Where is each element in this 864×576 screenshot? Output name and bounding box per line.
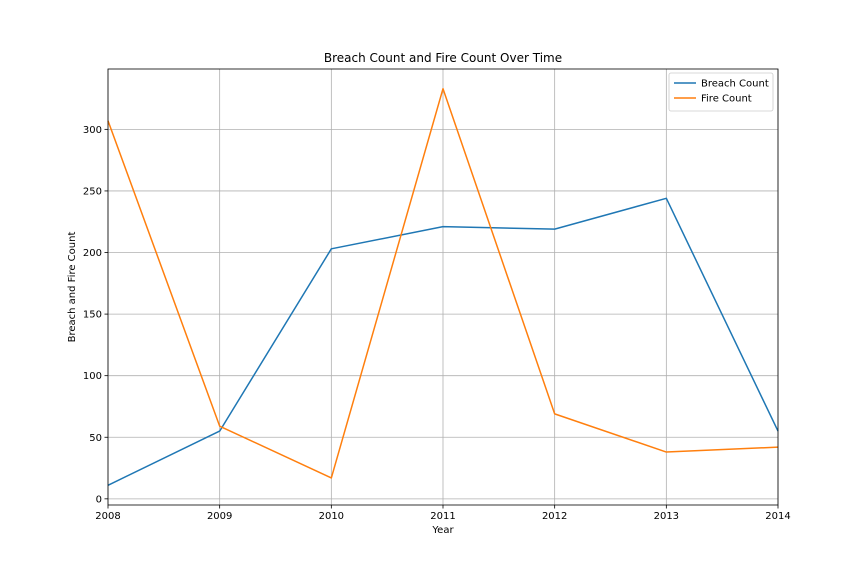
series-lines [107,87,779,486]
y-tick-label: 50 [89,433,102,444]
x-tick-label: 2008 [95,511,120,522]
grid-lines [107,69,779,505]
series-line-fire-count [107,87,779,479]
y-tick-label: 200 [83,248,102,259]
axis-ticks: 2008 2009 2010 2011 2012 2013 2014 0 50 100 150 200… [83,125,791,522]
y-tick-label: 100 [83,371,102,382]
y-tick-label: 300 [83,125,102,136]
y-tick-label: 150 [83,310,102,321]
x-tick-label: 2010 [319,511,344,522]
x-tick-label: 2011 [430,511,455,522]
legend-label: Fire Count [701,94,752,105]
chart-title: Breach Count and Fire Count Over Time [324,51,562,65]
x-axis-label: Year [431,525,454,536]
y-tick-label: 250 [83,186,102,197]
x-tick-label: 2009 [207,511,232,522]
legend-label: Breach Count [701,79,769,90]
y-axis-label: Breach and Fire Count [67,232,78,343]
x-tick-label: 2013 [654,511,679,522]
x-tick-label: 2014 [765,511,790,522]
series-line-breach-count [107,197,779,486]
y-tick-label: 0 [96,494,102,505]
legend: Breach Count Fire Count [668,72,774,112]
x-tick-label: 2012 [542,511,567,522]
